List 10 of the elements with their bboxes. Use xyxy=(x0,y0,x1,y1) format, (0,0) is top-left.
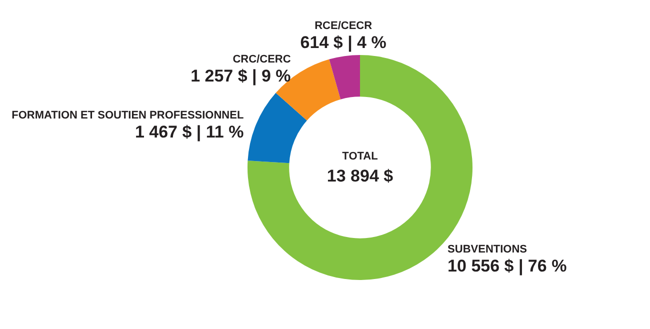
data-label: 1 257 $ | 9 % xyxy=(190,66,291,86)
text: 13 894 $ xyxy=(326,166,394,186)
text: TOTAL xyxy=(342,150,378,162)
data-label: 10 556 $ | 76 % xyxy=(448,256,567,276)
slice-label: FORMATION ET SOUTIEN PROFESSIONNEL xyxy=(12,109,244,122)
slice-label: CRC/CERC xyxy=(232,54,291,66)
data-label: 1 467 $ | 11 % xyxy=(134,122,244,142)
slice-label: RCE/CECR xyxy=(314,20,372,32)
data-label: 614 $ | 4 % xyxy=(300,33,386,52)
slice-label: SUBVENTIONS xyxy=(448,243,528,256)
